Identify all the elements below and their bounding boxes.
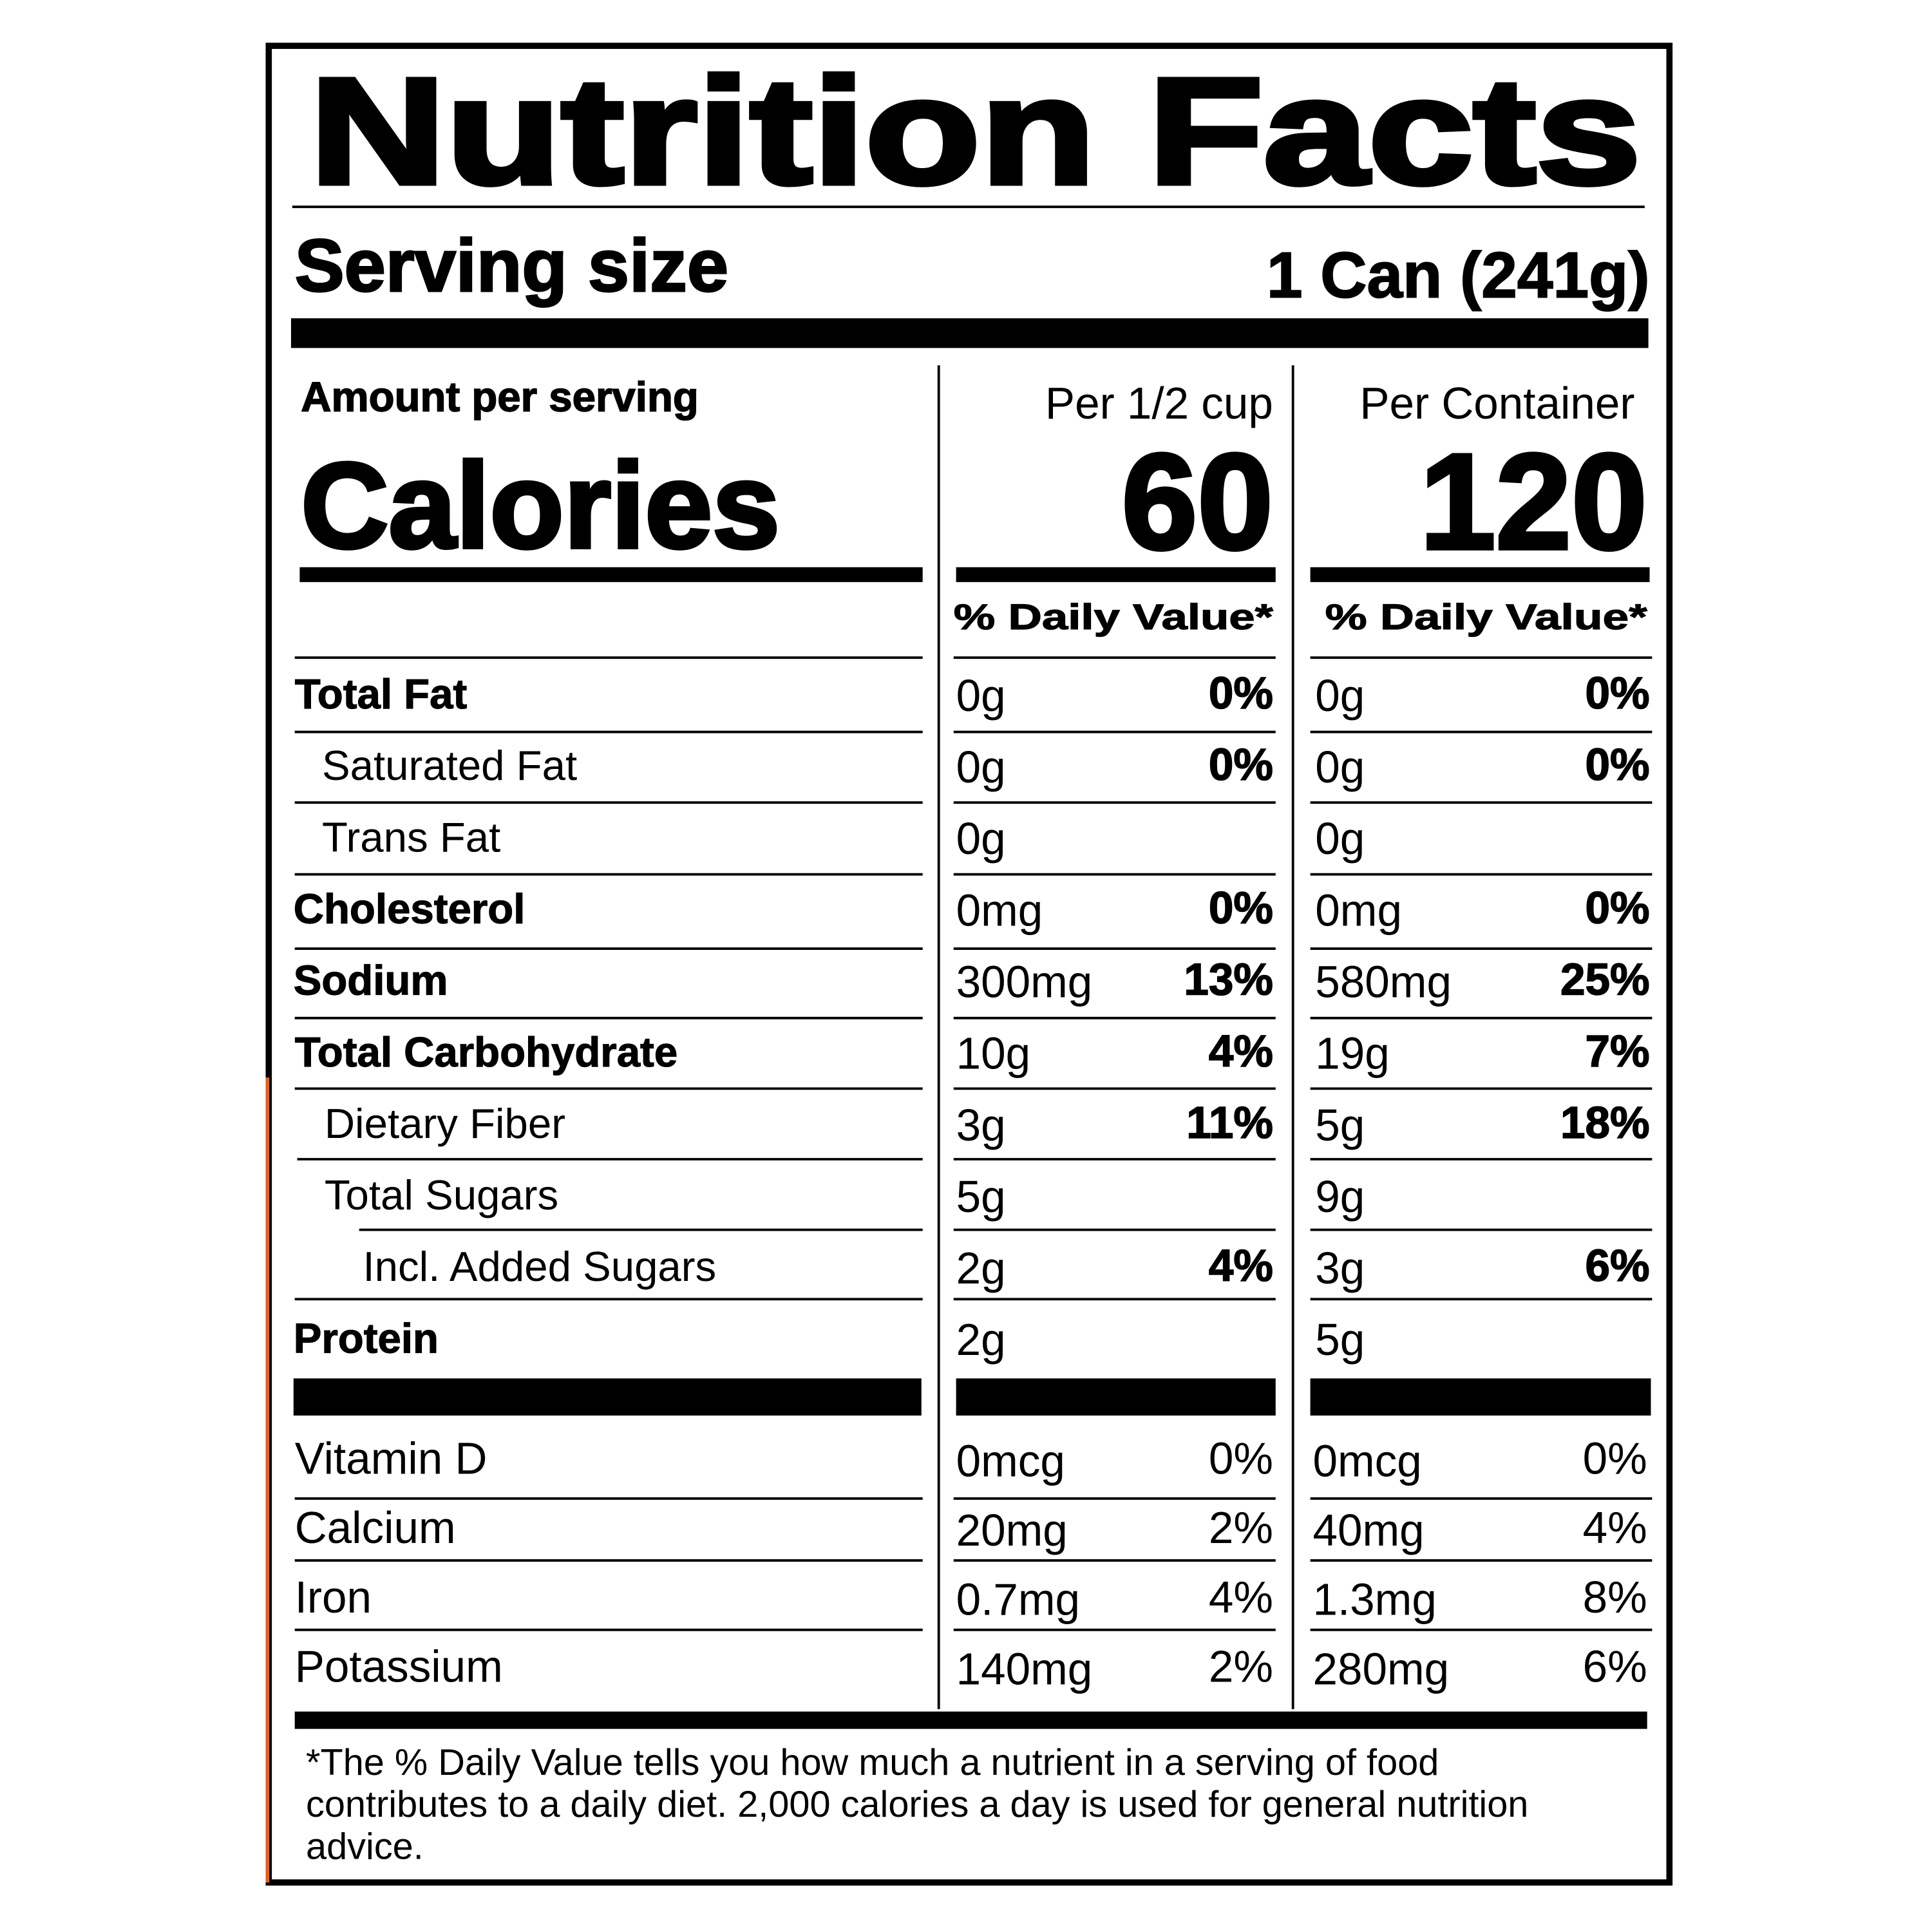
- bar: [299, 567, 923, 582]
- nutrient-amount: 0g: [1315, 670, 1365, 721]
- nutrient-amount: 2g: [956, 1314, 1006, 1365]
- nutrient-daily-value: 11%: [1186, 1097, 1273, 1148]
- bar: [956, 1378, 1276, 1416]
- nutrient-label: Dietary Fiber: [325, 1100, 565, 1147]
- thick-bar: [290, 318, 1649, 348]
- nutrient-amount: 0g: [1315, 742, 1365, 792]
- nutrient-daily-value: 13%: [1184, 954, 1273, 1005]
- vitamin-label: Iron: [295, 1572, 372, 1622]
- nutrient-daily-value: 7%: [1585, 1026, 1649, 1076]
- serving-value: 1 Can (241g): [1267, 240, 1650, 312]
- bar: [956, 567, 1276, 582]
- vitamin-amount: 140mg: [956, 1643, 1093, 1694]
- nutrient-label: Sodium: [294, 957, 448, 1004]
- nutrient-label: Saturated Fat: [322, 742, 577, 789]
- nutrient-daily-value: 6%: [1585, 1240, 1649, 1291]
- vitamin-daily-value: 4%: [1583, 1502, 1647, 1553]
- footnote: contributes to a daily diet. 2,000 calor…: [306, 1784, 1528, 1825]
- nutrient-label: Total Fat: [295, 670, 468, 717]
- column-header: Per 1/2 cup: [1045, 378, 1273, 428]
- footnote: advice.: [306, 1826, 424, 1868]
- vitamin-amount: 0mcg: [956, 1435, 1065, 1486]
- nutrient-daily-value: 0%: [1209, 882, 1273, 933]
- nutrient-daily-value: 25%: [1560, 954, 1650, 1005]
- vitamin-daily-value: 0%: [1583, 1433, 1647, 1483]
- nutrient-daily-value: 4%: [1209, 1240, 1273, 1291]
- vitamin-amount: 20mg: [956, 1505, 1068, 1555]
- daily-value-header: % Daily Value*: [954, 597, 1274, 637]
- nutrient-amount: 5g: [1315, 1100, 1365, 1150]
- nutrient-daily-value: 18%: [1560, 1097, 1650, 1148]
- bar: [1310, 567, 1650, 582]
- amount-per-serving: Amount per serving: [301, 373, 699, 420]
- nutrient-daily-value: 0%: [1209, 668, 1273, 718]
- nutrient-label: Total Sugars: [325, 1171, 558, 1218]
- nutrient-daily-value: 0%: [1585, 882, 1649, 933]
- nutrient-amount: 5g: [956, 1171, 1006, 1222]
- vitamin-daily-value: 2%: [1209, 1642, 1273, 1692]
- vitamin-daily-value: 8%: [1583, 1572, 1647, 1622]
- nutrient-amount: 0mg: [1315, 885, 1402, 935]
- nutrient-daily-value: 0%: [1585, 739, 1649, 790]
- nutrient-amount: 5g: [1315, 1314, 1365, 1365]
- vitamin-amount: 280mg: [1312, 1643, 1449, 1694]
- nutrient-amount: 0g: [956, 742, 1006, 792]
- nutrient-label: Protein: [294, 1314, 439, 1361]
- nutrient-label: Trans Fat: [322, 813, 500, 860]
- nutrient-label: Cholesterol: [294, 885, 526, 932]
- nutrient-amount: 2g: [956, 1243, 1006, 1293]
- calories-value: 60: [1122, 426, 1273, 578]
- vitamin-daily-value: 6%: [1583, 1642, 1647, 1692]
- bar: [294, 1711, 1647, 1729]
- calories-value: 120: [1420, 426, 1647, 578]
- daily-value-header: % Daily Value*: [1325, 597, 1647, 637]
- vitamin-amount: 0.7mg: [956, 1575, 1080, 1625]
- vitamin-label: Calcium: [295, 1502, 456, 1553]
- nutrient-daily-value: 4%: [1209, 1026, 1273, 1076]
- vitamin-label: Vitamin D: [295, 1433, 488, 1483]
- nutrient-amount: 0g: [956, 813, 1006, 864]
- nutrient-amount: 0mg: [956, 885, 1043, 935]
- nutrient-amount: 10g: [956, 1028, 1031, 1079]
- nutrient-label: Incl. Added Sugars: [363, 1243, 716, 1290]
- vitamin-daily-value: 2%: [1209, 1502, 1273, 1553]
- nutrient-amount: 19g: [1315, 1028, 1390, 1079]
- bar: [1310, 1378, 1651, 1416]
- nutrient-amount: 3g: [1315, 1243, 1365, 1293]
- vitamin-amount: 40mg: [1312, 1505, 1424, 1555]
- vitamin-daily-value: 4%: [1209, 1572, 1273, 1622]
- vitamin-daily-value: 0%: [1209, 1433, 1273, 1483]
- nutrient-amount: 300mg: [956, 956, 1093, 1007]
- nutrient-daily-value: 0%: [1585, 668, 1649, 718]
- vitamin-amount: 0mcg: [1312, 1435, 1421, 1486]
- column-header: Per Container: [1359, 378, 1634, 428]
- nutrient-amount: 0g: [956, 670, 1006, 721]
- vitamin-amount: 1.3mg: [1312, 1575, 1436, 1625]
- nutrient-amount: 580mg: [1315, 956, 1452, 1007]
- calories-label: Calories: [301, 437, 780, 573]
- footnote: *The % Daily Value tells you how much a …: [306, 1742, 1439, 1783]
- nutrient-daily-value: 0%: [1209, 739, 1273, 790]
- title: Nutrition Facts: [310, 47, 1641, 216]
- nutrient-amount: 3g: [956, 1100, 1006, 1150]
- nutrient-amount: 0g: [1315, 813, 1365, 864]
- vitamin-label: Potassium: [295, 1642, 503, 1692]
- serving-label: Serving size: [295, 225, 728, 307]
- bar: [293, 1378, 922, 1416]
- nutrient-amount: 9g: [1315, 1171, 1365, 1222]
- label-border: [265, 43, 1673, 1886]
- nutrient-label: Total Carbohydrate: [295, 1028, 678, 1075]
